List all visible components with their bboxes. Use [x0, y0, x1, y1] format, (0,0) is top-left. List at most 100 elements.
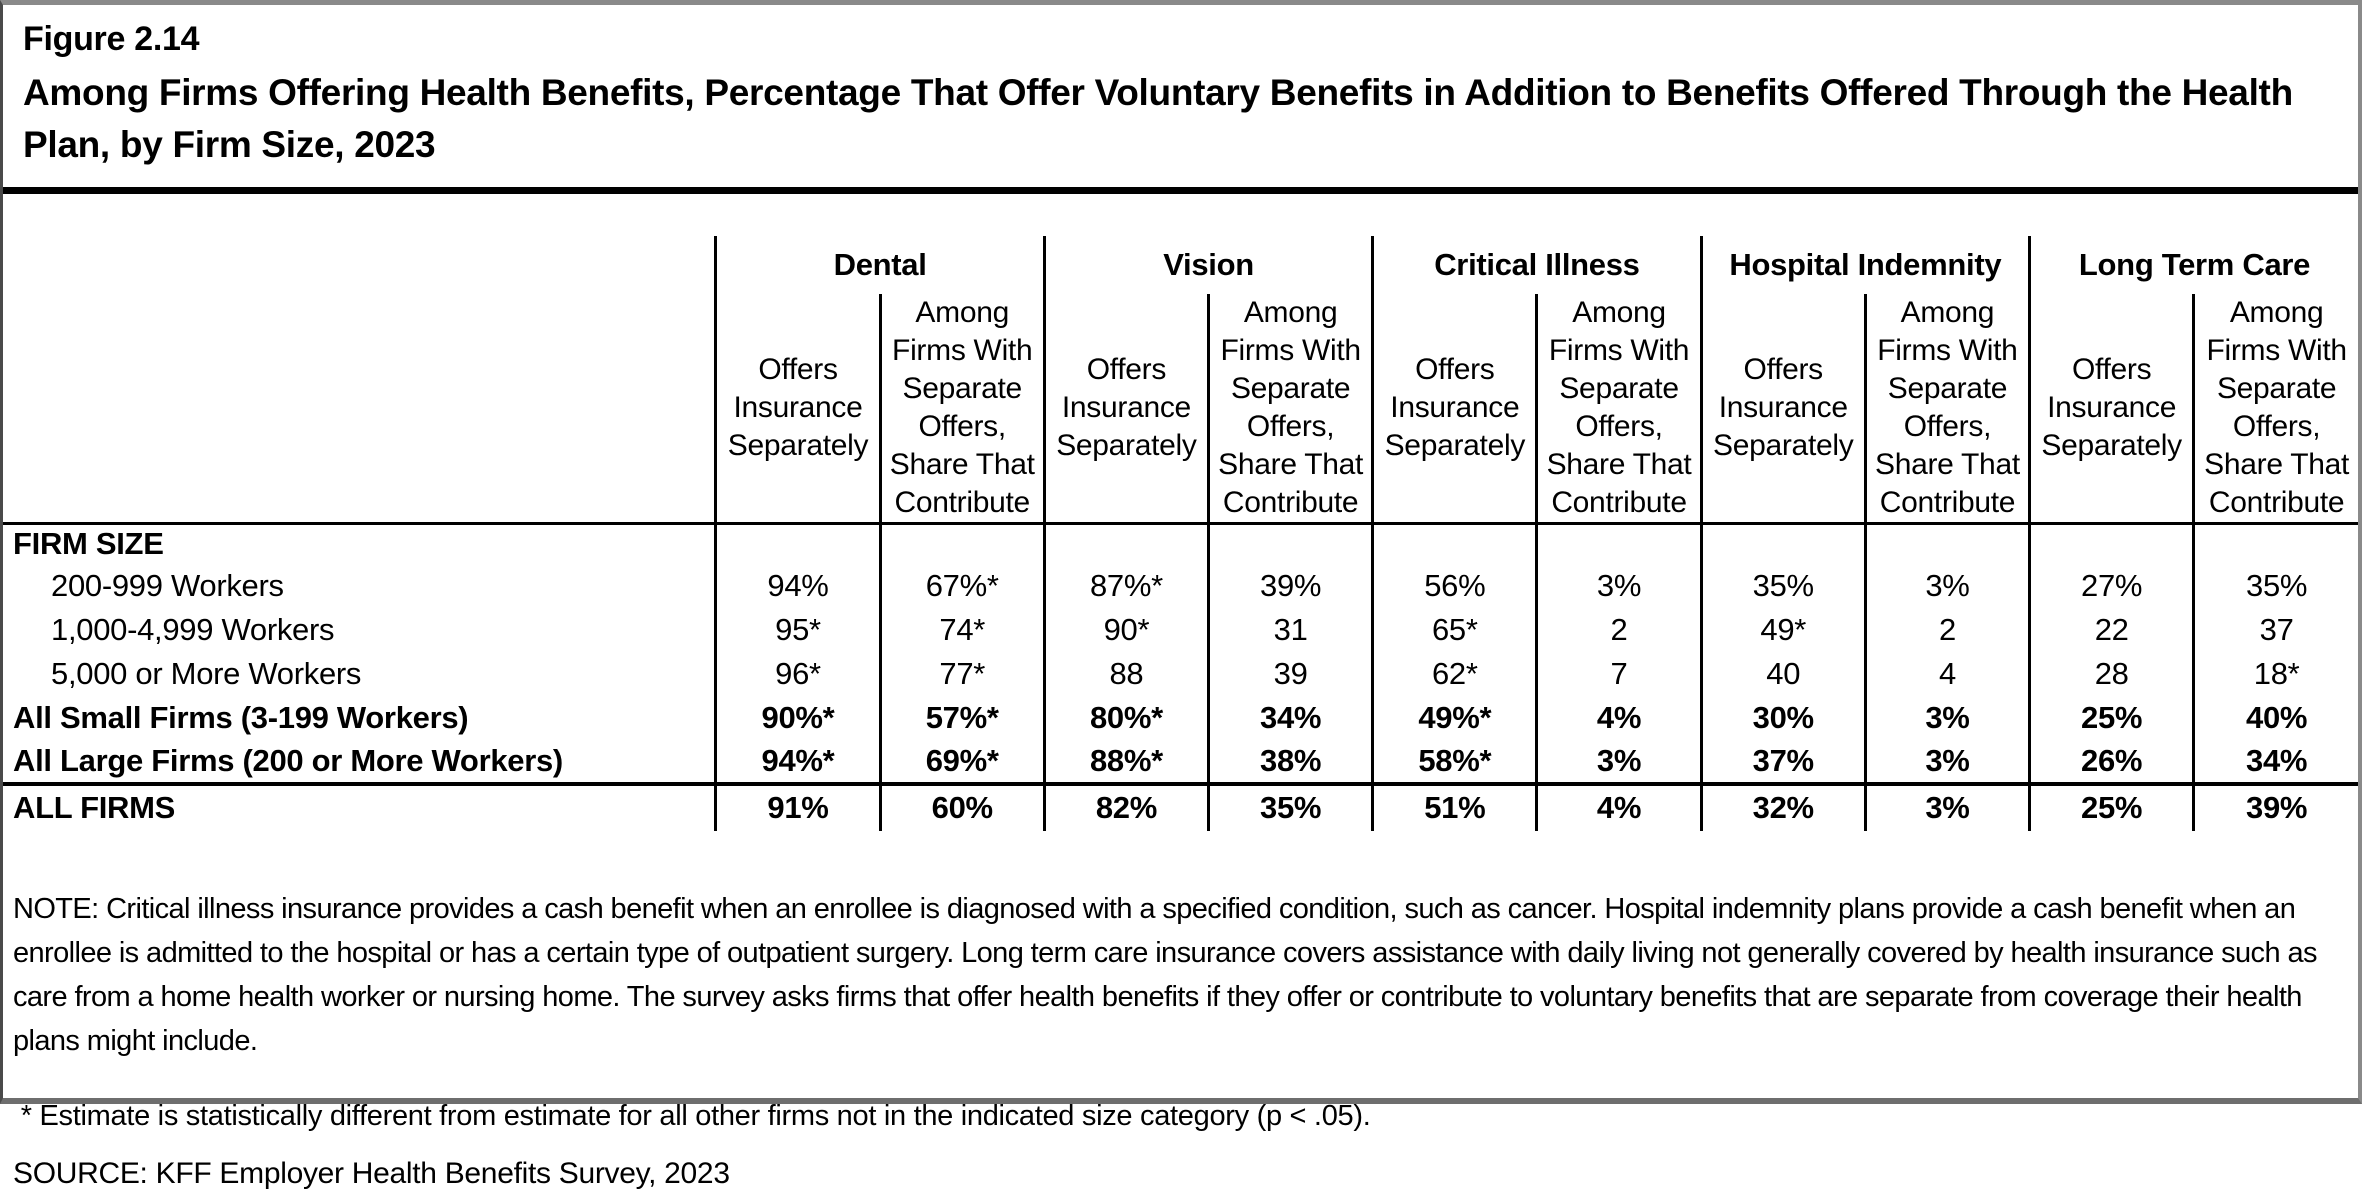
- row-label: All Large Firms (200 or More Workers): [3, 739, 716, 786]
- table-cell: 32%: [1699, 783, 1866, 831]
- table-cell: 22: [2028, 607, 2194, 652]
- table-cell: 82%: [1042, 783, 1209, 831]
- sub-header-row: Offers Insurance Separately Among Firms …: [3, 294, 2358, 525]
- table-cell: 80%*: [1042, 695, 1209, 740]
- table-cell: [1699, 523, 1866, 564]
- table-cell: 3%: [1863, 563, 2030, 608]
- table-cell: 90%*: [714, 695, 881, 740]
- table-cell: 31: [1207, 607, 1373, 652]
- table-cell: 25%: [2028, 783, 2194, 831]
- table-cell: 40%: [2192, 695, 2358, 740]
- table-cell: 94%: [714, 563, 881, 608]
- table-cell: 3%: [1863, 695, 2030, 740]
- title-divider: [3, 187, 2358, 194]
- table-cell: [1042, 523, 1209, 564]
- table-cell: 30%: [1699, 695, 1866, 740]
- table-row-5000-or-more-workers: 5,000 or More Workers 96* 77* 88 39 62* …: [3, 651, 2358, 696]
- table-cell: [878, 523, 1045, 564]
- table-cell: 49%*: [1371, 695, 1537, 740]
- table-cell: 2: [1535, 607, 1702, 652]
- table-cell: 26%: [2028, 739, 2194, 786]
- subcol-dental-share-contribute: Among Firms With Separate Offers, Share …: [878, 294, 1045, 525]
- table-cell: 18*: [2192, 651, 2358, 696]
- column-group-vision: Vision: [1042, 236, 1373, 294]
- table-row-all-small-firms: All Small Firms (3-199 Workers) 90%* 57%…: [3, 695, 2358, 740]
- row-label: All Small Firms (3-199 Workers): [13, 699, 469, 735]
- table-cell: 28: [2028, 651, 2194, 696]
- column-group-header-row: Dental Vision Critical Illness Hospital …: [3, 236, 2358, 294]
- table-cell: 34%: [2192, 739, 2358, 786]
- table-cell: 39: [1207, 651, 1373, 696]
- table-cell: [1371, 523, 1537, 564]
- table-cell: [2028, 523, 2194, 564]
- subcol-vision-offers-separately: Offers Insurance Separately: [1042, 294, 1209, 525]
- table-cell: 88: [1042, 651, 1209, 696]
- table-cell: 35%: [2192, 563, 2358, 608]
- subcol-dental-offers-separately: Offers Insurance Separately: [714, 294, 881, 525]
- table-row-200-999-workers: 200-999 Workers 94% 67%* 87%* 39% 56% 3%…: [3, 563, 2358, 608]
- subcol-critical-illness-offers-separately: Offers Insurance Separately: [1371, 294, 1537, 525]
- table-row-all-firms: ALL FIRMS 91% 60% 82% 35% 51% 4% 32% 3% …: [3, 783, 2358, 831]
- table-cell: [1207, 523, 1373, 564]
- table-cell: 56%: [1371, 563, 1537, 608]
- section-header-label: FIRM SIZE: [13, 526, 164, 562]
- table-cell: 37%: [1699, 739, 1866, 786]
- subheader-blank-cell: [3, 294, 716, 525]
- table-cell: 2: [1863, 607, 2030, 652]
- table-cell: 62*: [1371, 651, 1537, 696]
- table-cell: 96*: [714, 651, 881, 696]
- table-row-1000-4999-workers: 1,000-4,999 Workers 95* 74* 90* 31 65* 2…: [3, 607, 2358, 652]
- table-cell: 91%: [714, 783, 881, 831]
- table-cell: 51%: [1371, 783, 1537, 831]
- row-label: 200-999 Workers: [51, 567, 284, 603]
- table-cell: 7: [1535, 651, 1702, 696]
- figure-page: Figure 2.14 Among Firms Offering Health …: [3, 5, 2358, 1193]
- table-cell: 3%: [1535, 563, 1702, 608]
- asterisk-footnote: * Estimate is statistically different fr…: [13, 1099, 1371, 1132]
- table-cell: 35%: [1699, 563, 1866, 608]
- table-cell: 95*: [714, 607, 881, 652]
- table-cell: 94%*: [714, 739, 881, 786]
- table-cell: 58%*: [1371, 739, 1537, 786]
- table-cell: 3%: [1863, 783, 2030, 831]
- table-cell: 60%: [878, 783, 1045, 831]
- column-group-dental: Dental: [714, 236, 1045, 294]
- table-cell: [1535, 523, 1702, 564]
- table-cell: 4%: [1535, 783, 1702, 831]
- subcol-hospital-indemnity-share-contribute: Among Firms With Separate Offers, Share …: [1863, 294, 2030, 525]
- table-cell: 88%*: [1042, 739, 1209, 786]
- row-label: 5,000 or More Workers: [51, 655, 362, 691]
- table-cell: 40: [1699, 651, 1866, 696]
- table-cell: 87%*: [1042, 563, 1209, 608]
- table-cell: 4: [1863, 651, 2030, 696]
- table-cell: 65*: [1371, 607, 1537, 652]
- subcol-long-term-care-offers-separately: Offers Insurance Separately: [2028, 294, 2194, 525]
- figure-title: Among Firms Offering Health Benefits, Pe…: [23, 72, 2293, 165]
- table-cell: 25%: [2028, 695, 2194, 740]
- table-cell: 35%: [1207, 783, 1373, 831]
- table-cell: [1863, 523, 2030, 564]
- subcol-critical-illness-share-contribute: Among Firms With Separate Offers, Share …: [1535, 294, 1702, 525]
- table-cell: 39%: [2192, 783, 2358, 831]
- row-label: ALL FIRMS: [13, 790, 176, 825]
- subcol-long-term-care-share-contribute: Among Firms With Separate Offers, Share …: [2192, 294, 2358, 525]
- title-block: Figure 2.14 Among Firms Offering Health …: [3, 5, 2358, 187]
- table-cell: 39%: [1207, 563, 1373, 608]
- subcol-vision-share-contribute: Among Firms With Separate Offers, Share …: [1207, 294, 1373, 525]
- column-group-long-term-care: Long Term Care: [2028, 236, 2358, 294]
- table-cell: [714, 523, 881, 564]
- column-group-critical-illness: Critical Illness: [1371, 236, 1702, 294]
- benefits-table: Dental Vision Critical Illness Hospital …: [3, 236, 2358, 831]
- table-cell: 4%: [1535, 695, 1702, 740]
- column-group-hospital-indemnity: Hospital Indemnity: [1699, 236, 2030, 294]
- table-cell: 34%: [1207, 695, 1373, 740]
- table-cell: 3%: [1863, 739, 2030, 786]
- subcol-hospital-indemnity-offers-separately: Offers Insurance Separately: [1699, 294, 1866, 525]
- source-text: SOURCE: KFF Employer Health Benefits Sur…: [13, 1156, 730, 1190]
- table-cell: 38%: [1207, 739, 1373, 786]
- figure-label: Figure 2.14: [23, 20, 200, 58]
- table-cell: 3%: [1535, 739, 1702, 786]
- table-cell: 77*: [878, 651, 1045, 696]
- table-cell: 57%*: [878, 695, 1045, 740]
- table-cell: [2192, 523, 2358, 564]
